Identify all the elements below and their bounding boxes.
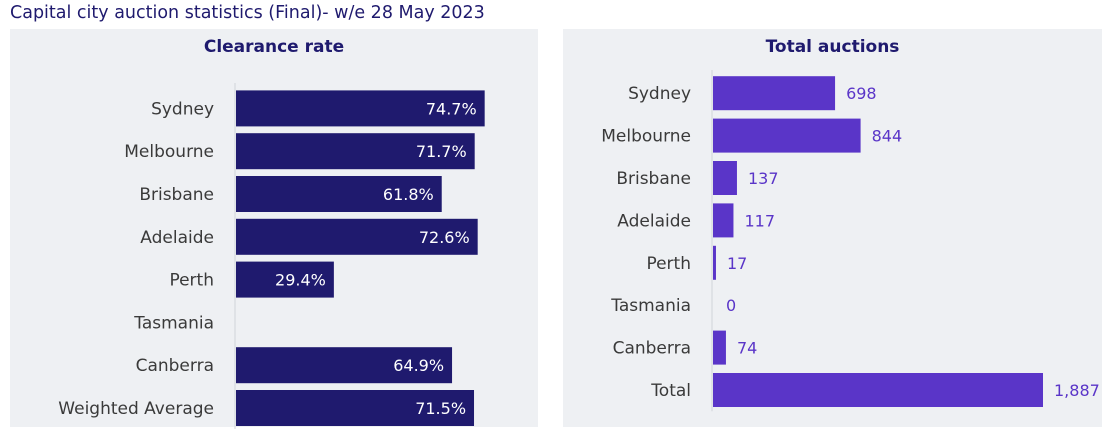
clearance-bar-brisbane: [236, 176, 442, 212]
auctions-value-adelaide: 117: [744, 211, 775, 230]
auctions-category-perth: Perth: [646, 254, 691, 274]
clearance-bar-weighted-average: [236, 390, 475, 426]
auctions-value-brisbane: 137: [748, 169, 779, 188]
clearance-category-canberra: Canberra: [136, 356, 214, 376]
clearance-category-adelaide: Adelaide: [140, 228, 214, 248]
auctions-value-melbourne: 844: [872, 127, 903, 146]
clearance-value-melbourne: 71.7%: [416, 142, 467, 161]
clearance-value-sydney: 74.7%: [426, 99, 477, 118]
clearance-bar-melbourne: [236, 133, 475, 170]
auctions-bar-perth: [713, 245, 716, 280]
auctions-category-melbourne: Melbourne: [601, 127, 691, 147]
clearance-value-canberra: 64.9%: [393, 356, 444, 375]
total-auctions-chart: Sydney 698 Melbourne 844 Brisbane 137 Adelaide…: [601, 70, 1100, 412]
clearance-category-sydney: Sydney: [151, 99, 214, 119]
auctions-category-adelaide: Adelaide: [617, 211, 691, 231]
clearance-value-brisbane: 61.8%: [383, 185, 434, 204]
auctions-value-total: 1,887: [1054, 381, 1100, 400]
total-auctions-title: Total auctions: [765, 37, 900, 57]
auctions-bar-brisbane: [713, 161, 737, 195]
auctions-value-tasmania: 0: [726, 296, 736, 315]
clearance-bar-sydney: [236, 90, 485, 127]
total-auctions-panel: Total auctions Sydney 698 Melbourne 844 Bris…: [563, 29, 1102, 427]
clearance-rate-title: Clearance rate: [203, 37, 345, 57]
clearance-bar-canberra: [236, 347, 453, 384]
auctions-category-tasmania: Tasmania: [610, 296, 691, 316]
clearance-category-brisbane: Brisbane: [139, 185, 214, 205]
page-title: Capital city auction statistics (Final)-…: [10, 3, 485, 23]
clearance-value-perth: 29.4%: [275, 271, 326, 290]
clearance-category-weighted-average: Weighted Average: [58, 399, 214, 419]
auctions-bar-melbourne: [713, 118, 861, 153]
auctions-category-total: Total: [650, 381, 691, 401]
auctions-category-sydney: Sydney: [628, 84, 691, 104]
clearance-value-adelaide: 72.6%: [419, 228, 470, 247]
auctions-bar-sydney: [713, 76, 836, 111]
clearance-category-tasmania: Tasmania: [133, 313, 214, 333]
clearance-category-melbourne: Melbourne: [124, 142, 214, 162]
auctions-value-sydney: 698: [846, 84, 877, 103]
auctions-category-brisbane: Brisbane: [616, 169, 691, 189]
clearance-category-perth: Perth: [169, 271, 214, 291]
clearance-rate-panel: Clearance rate Sydney 74.7% Melbourne 71.7%…: [10, 29, 538, 429]
clearance-value-weighted-average: 71.5%: [415, 399, 466, 418]
auctions-bar-adelaide: [713, 203, 734, 238]
clearance-bar-perth: [236, 261, 334, 298]
auctions-category-canberra: Canberra: [613, 339, 691, 359]
auctions-value-canberra: 74: [737, 339, 757, 358]
auctions-value-perth: 17: [727, 254, 747, 273]
clearance-bar-adelaide: [236, 218, 478, 255]
clearance-rate-chart: Sydney 74.7% Melbourne 71.7% Brisbane 61.8% Ad…: [58, 83, 485, 429]
auctions-bar-canberra: [713, 330, 726, 365]
auctions-bar-total: [713, 373, 1043, 407]
